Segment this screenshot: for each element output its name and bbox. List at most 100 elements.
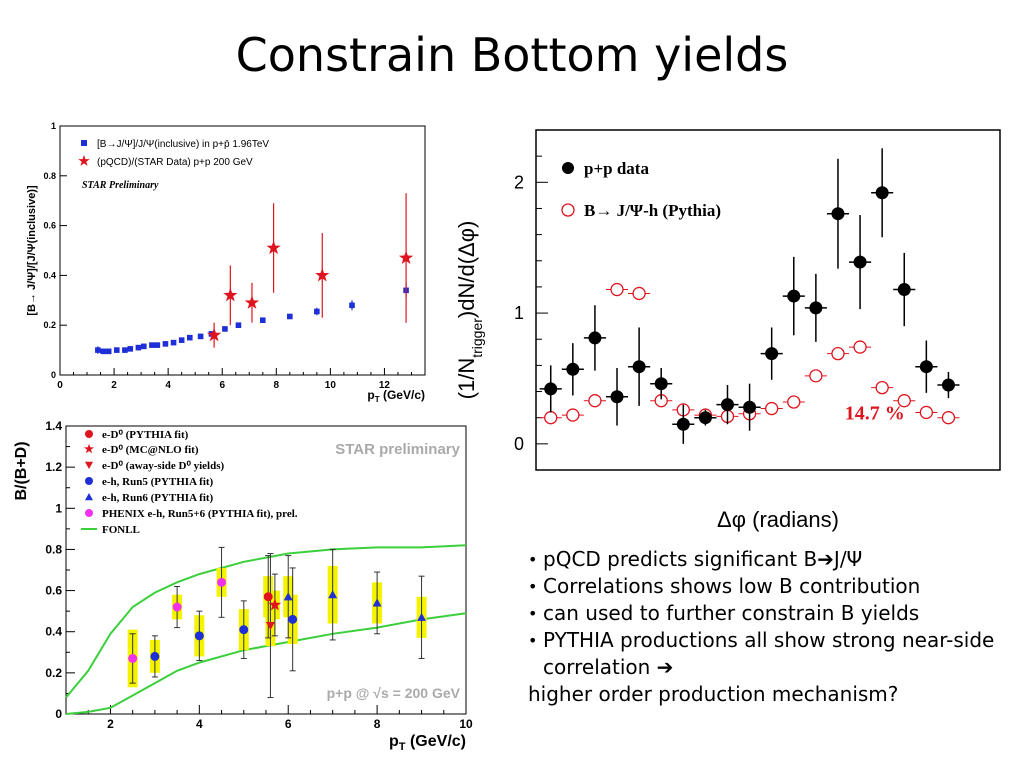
data-point xyxy=(610,282,624,297)
x-tick-label: 10 xyxy=(325,380,337,391)
data-point xyxy=(178,337,185,343)
data-point xyxy=(287,313,293,320)
bullet-item: PYTHIA productions all show strong near-… xyxy=(528,627,998,681)
bullet-item: pQCD predicts significant B➔J/Ψ xyxy=(528,546,998,573)
data-point xyxy=(100,348,107,355)
fonll-upper-curve xyxy=(65,544,467,699)
data-point xyxy=(417,612,427,621)
data-point xyxy=(85,477,93,485)
correlation-chart: 0 1 2 Δφ (radians) (1/Ntrigger)dN/d(Δφ) 14.7 … xyxy=(454,129,1001,532)
data-point xyxy=(194,631,204,641)
data-point xyxy=(197,333,204,340)
data-point xyxy=(720,398,734,412)
data-point xyxy=(632,360,646,374)
data-point xyxy=(566,408,580,422)
data-point xyxy=(85,430,93,438)
data-point xyxy=(81,140,87,146)
x-axis-label: Δφ (radians) xyxy=(717,507,839,532)
data-point xyxy=(122,347,128,353)
legend-label: e-h, Run6 (PYTHIA fit) xyxy=(102,492,214,504)
y-tick-label: 0.6 xyxy=(45,584,62,598)
bullet-list: pQCD predicts significant B➔J/Ψ Correlat… xyxy=(528,546,998,708)
data-point xyxy=(239,625,249,635)
legend-label: e-h, Run5 (PYTHIA fit) xyxy=(102,476,214,488)
bullet-item: can used to further constrain B yields xyxy=(528,600,998,627)
data-point xyxy=(266,240,281,255)
data-point xyxy=(941,411,956,425)
data-point xyxy=(162,341,169,347)
y-tick-label: 1.2 xyxy=(45,460,62,474)
data-point xyxy=(562,162,574,174)
legend-label: (pQCD)/(STAR Data) p+p 200 GeV xyxy=(97,157,253,168)
data-point xyxy=(809,301,823,315)
x-tick-label: 4 xyxy=(196,717,203,731)
legend-label: e-D⁰ (PYTHIA fit) xyxy=(102,429,189,441)
data-point xyxy=(268,598,282,611)
data-point xyxy=(222,326,228,332)
legend-label: B→ J/Ψ-h (Pythia) xyxy=(584,201,721,220)
data-point xyxy=(314,308,320,315)
data-point xyxy=(78,155,90,166)
data-point xyxy=(544,411,558,425)
data-point xyxy=(113,347,120,353)
data-point xyxy=(128,653,138,663)
plot-frame xyxy=(59,125,426,376)
x-tick-label: 4 xyxy=(165,380,171,391)
data-point xyxy=(561,203,575,217)
y-axis-label: B/(B+D) xyxy=(13,441,30,500)
annotation: 14.7 % xyxy=(845,403,905,425)
legend-label: e-D⁰ (MC@NLO fit) xyxy=(102,444,199,456)
data-point xyxy=(186,334,193,341)
data-point xyxy=(315,267,330,282)
data-point xyxy=(349,302,355,309)
data-point xyxy=(765,347,779,361)
data-point xyxy=(84,443,94,454)
y-tick-label: 1 xyxy=(51,122,56,131)
y-tick-label: 0.4 xyxy=(43,270,56,280)
legend-label: e-D⁰ (away-side D⁰ yields) xyxy=(102,460,225,472)
b-over-bd-chart: 2 4 6 8 10 0 0.2 0.4 0.6 0.8 1 1.2 1.4 pT (GeV/c) B/(B… xyxy=(13,419,473,753)
x-axis-label: pT (GeV/c) xyxy=(389,733,466,753)
data-point xyxy=(135,344,142,351)
data-point xyxy=(207,327,222,342)
x-tick-label: 10 xyxy=(459,717,473,731)
data-point xyxy=(610,390,624,404)
data-point xyxy=(141,343,147,350)
data-point xyxy=(919,360,933,374)
data-point xyxy=(919,405,933,420)
legend-label: PHENIX e-h, Run5+6 (PYTHIA fit), prel. xyxy=(102,508,298,520)
y-tick-label: 1.4 xyxy=(45,419,62,433)
annotation: p+p @ √s = 200 GeV xyxy=(327,685,461,701)
data-point xyxy=(588,331,602,345)
x-tick-label: 6 xyxy=(219,380,225,391)
legend-label: [B→J/Ψ]/J/Ψ(inclusive) in p+p̄ 1.96TeV xyxy=(97,139,269,150)
data-point xyxy=(263,592,273,602)
y-tick-label: 0.6 xyxy=(43,221,56,231)
y-tick-label: 0 xyxy=(51,370,56,380)
x-axis-label: pT (GeV/c) xyxy=(367,388,425,404)
y-tick-label: 0 xyxy=(514,434,524,454)
data-point xyxy=(85,493,93,501)
data-point xyxy=(265,621,275,631)
data-point xyxy=(283,592,293,601)
data-point xyxy=(259,317,266,324)
data-point xyxy=(875,380,889,395)
bullet-item: Correlations shows low B contribution xyxy=(528,573,998,600)
slide-title: Constrain Bottom yields xyxy=(235,28,789,82)
x-tick-label: 6 xyxy=(285,717,292,731)
x-tick-label: 2 xyxy=(111,380,117,391)
data-point xyxy=(831,207,845,221)
data-point xyxy=(150,651,160,661)
y-axis-label: [B→ J/Ψ]/[J/Ψ(inclusive)] xyxy=(26,185,38,316)
data-point xyxy=(235,322,242,328)
data-point xyxy=(154,342,161,348)
data-point xyxy=(897,283,911,297)
data-point xyxy=(875,186,889,200)
y-tick-label: 0.2 xyxy=(43,320,56,330)
y-tick-label: 1 xyxy=(55,501,62,515)
data-point xyxy=(588,394,602,408)
data-point xyxy=(288,614,298,624)
data-point xyxy=(897,394,911,408)
y-tick-label: 0.4 xyxy=(45,625,62,639)
annotation: STAR preliminary xyxy=(335,441,460,458)
